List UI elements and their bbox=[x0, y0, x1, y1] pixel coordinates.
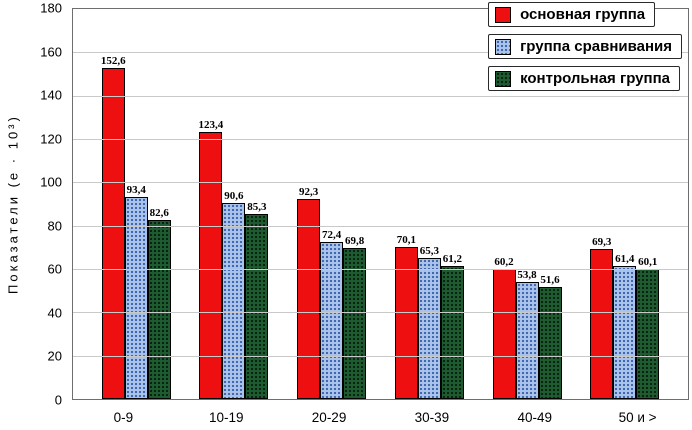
bar-group: 70,1 65,3 61,2 bbox=[394, 9, 464, 399]
legend-item: группа сравнивания bbox=[488, 34, 682, 59]
y-tick-label: 0 bbox=[54, 392, 62, 408]
legend-label: группа сравнивания bbox=[520, 38, 672, 55]
bar-comparison-group: 65,3 bbox=[417, 245, 441, 399]
gridline bbox=[73, 182, 688, 184]
gridline bbox=[73, 95, 688, 97]
x-tick-label: 0-9 bbox=[113, 409, 134, 425]
value-label: 70,1 bbox=[396, 234, 416, 247]
value-label: 90,6 bbox=[224, 189, 244, 202]
bar-group: 92,3 72,4 69,8 bbox=[297, 9, 367, 399]
y-tick-label: 40 bbox=[47, 305, 62, 321]
legend-item: основная группа bbox=[488, 2, 656, 27]
value-label: 65,3 bbox=[419, 244, 439, 257]
value-label: 152,6 bbox=[100, 55, 126, 68]
value-label: 93,4 bbox=[126, 183, 146, 196]
bar-group: 123,4 90,6 85,3 bbox=[199, 9, 269, 399]
bar-comparison-group: 93,4 bbox=[124, 184, 148, 399]
bar-group: 60,2 53,8 51,6 bbox=[492, 9, 562, 399]
value-label: 60,2 bbox=[494, 255, 514, 268]
bar-main-group: 60,2 bbox=[492, 256, 516, 399]
y-tick-label: 60 bbox=[47, 261, 62, 277]
gridline bbox=[73, 225, 688, 227]
bar-control-group: 69,8 bbox=[343, 235, 367, 399]
bar-groups: 152,6 93,4 82,6 123,4 90,6 85,3 92,3 72,4 69,8 70… bbox=[73, 9, 688, 399]
y-tick-label: 120 bbox=[40, 131, 62, 147]
value-label: 60,1 bbox=[638, 255, 658, 268]
bar-comparison-group: 53,8 bbox=[515, 269, 539, 399]
x-tick-label: 30-39 bbox=[414, 409, 450, 425]
bar-control-group: 61,2 bbox=[440, 253, 464, 399]
x-tick-label: 50 и > bbox=[618, 409, 657, 425]
y-axis-title: Показатели (е · 10³) bbox=[5, 114, 21, 294]
bar-main-group: 92,3 bbox=[297, 186, 321, 399]
legend-swatch-control-group bbox=[495, 70, 512, 87]
bar-comparison-group: 72,4 bbox=[320, 229, 344, 399]
x-axis: 0-9 10-19 20-29 30-39 40-49 50 и > bbox=[72, 407, 689, 427]
value-label: 82,6 bbox=[149, 207, 169, 220]
value-label: 69,8 bbox=[344, 234, 365, 247]
bar-comparison-group: 61,4 bbox=[613, 253, 637, 399]
bar-main-group: 70,1 bbox=[394, 234, 418, 399]
bar-main-group: 152,6 bbox=[101, 55, 126, 399]
y-tick-label: 20 bbox=[47, 348, 62, 364]
bar-group: 69,3 61,4 60,1 bbox=[590, 9, 660, 399]
gridline bbox=[73, 312, 688, 314]
value-label: 53,8 bbox=[517, 269, 537, 282]
y-tick-label: 140 bbox=[40, 87, 62, 103]
y-tick-label: 100 bbox=[40, 174, 62, 190]
value-label: 85,3 bbox=[247, 201, 267, 214]
bar-main-group: 69,3 bbox=[590, 236, 614, 399]
legend-item: контрольная группа bbox=[488, 66, 680, 91]
bar-group: 152,6 93,4 82,6 bbox=[101, 9, 171, 399]
value-label: 61,2 bbox=[442, 253, 462, 266]
y-axis: 0 20 40 60 80 100 120 140 160 180 bbox=[34, 1, 68, 408]
bar-main-group: 123,4 bbox=[199, 119, 223, 399]
bar-control-group: 60,1 bbox=[636, 256, 660, 399]
value-label: 123,4 bbox=[198, 118, 224, 131]
gridline bbox=[73, 268, 688, 270]
x-tick-label: 20-29 bbox=[311, 409, 347, 425]
legend-label: основная группа bbox=[520, 6, 646, 23]
value-label: 51,6 bbox=[540, 274, 560, 287]
value-label: 69,3 bbox=[592, 235, 612, 248]
bar-control-group: 82,6 bbox=[147, 207, 171, 399]
legend: основная группа группа сравнивания контрол… bbox=[488, 2, 682, 91]
gridline bbox=[73, 355, 688, 357]
legend-label: контрольная группа bbox=[520, 70, 670, 87]
bar-comparison-group: 90,6 bbox=[222, 190, 246, 399]
legend-swatch-comparison-group bbox=[495, 38, 512, 55]
bar-control-group: 51,6 bbox=[538, 274, 562, 399]
value-label: 61,4 bbox=[615, 252, 635, 265]
y-tick-label: 180 bbox=[40, 0, 62, 16]
legend-swatch-main-group bbox=[495, 6, 512, 23]
x-tick-label: 40-49 bbox=[517, 409, 552, 425]
gridline bbox=[73, 138, 688, 140]
bar-control-group: 85,3 bbox=[245, 201, 269, 399]
x-tick-label: 10-19 bbox=[208, 409, 244, 425]
y-tick-label: 80 bbox=[47, 218, 62, 234]
gridline bbox=[73, 52, 688, 54]
value-label: 72,4 bbox=[321, 229, 342, 242]
value-label: 92,3 bbox=[298, 186, 319, 199]
y-tick-label: 160 bbox=[40, 44, 62, 60]
